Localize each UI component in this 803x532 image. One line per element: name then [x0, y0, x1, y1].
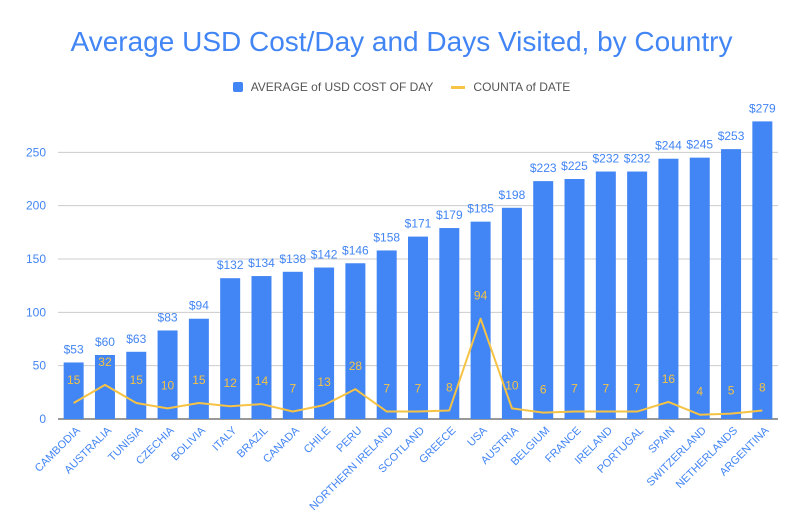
bar [752, 121, 773, 420]
line-value-label: 13 [317, 375, 331, 389]
x-tick-label: CHILE [302, 425, 333, 456]
line-value-label: 32 [98, 355, 112, 369]
x-tick-label: ITALY [210, 424, 239, 453]
legend-item-count-date: COUNTA of DATE [451, 80, 570, 94]
y-tick-label: 200 [26, 199, 46, 213]
bar [439, 228, 460, 419]
bar [94, 354, 115, 419]
bar-value-label: $253 [718, 129, 745, 143]
y-tick-label: 50 [33, 359, 47, 373]
bar [157, 330, 178, 419]
line-value-label: 7 [415, 382, 422, 396]
bar [627, 171, 648, 419]
line-value-label: 14 [255, 374, 269, 388]
bar-value-label: $225 [561, 159, 588, 173]
bar-value-label: $146 [342, 243, 369, 257]
bar-value-label: $223 [530, 161, 557, 175]
bar-value-label: $245 [686, 138, 713, 152]
bar-value-label: $63 [126, 332, 146, 346]
line-value-label: 10 [505, 378, 519, 392]
line-value-label: 15 [67, 373, 81, 387]
bar-value-label: $134 [248, 256, 275, 270]
line-value-label: 6 [540, 383, 547, 397]
chart-title: Average USD Cost/Day and Days Visited, b… [70, 26, 733, 57]
bar [220, 278, 241, 419]
bar [314, 267, 335, 419]
bar-value-label: $179 [436, 208, 463, 222]
bar-value-label: $279 [749, 101, 776, 115]
bar [595, 171, 616, 419]
bar [533, 181, 554, 419]
line-value-label: 7 [571, 382, 578, 396]
bar [658, 158, 679, 419]
x-tick-label: PERU [334, 425, 364, 455]
bar [564, 178, 585, 419]
bar [408, 236, 428, 419]
bar [376, 250, 397, 419]
bar [501, 207, 522, 419]
y-tick-label: 0 [39, 412, 46, 426]
legend-swatch-line [451, 85, 466, 89]
bar [126, 351, 147, 419]
bar [721, 149, 742, 420]
line-value-label: 12 [223, 376, 237, 390]
y-tick-label: 100 [26, 305, 46, 319]
line-value-label: 16 [662, 372, 676, 386]
bar-value-label: $60 [95, 335, 115, 349]
line-value-label: 8 [759, 380, 766, 394]
bar-value-label: $94 [189, 299, 209, 313]
bar [345, 263, 366, 419]
bar-value-label: $132 [217, 258, 244, 272]
bar-value-label: $244 [655, 139, 682, 153]
chart-legend: AVERAGE of USD COST OF DAY COUNTA of DAT… [0, 80, 803, 94]
legend-label-avg-cost: AVERAGE of USD COST OF DAY [250, 80, 434, 94]
bar [282, 271, 303, 419]
bar [689, 157, 710, 419]
legend-label-count-date: COUNTA of DATE [473, 80, 571, 94]
line-value-label: 7 [602, 382, 609, 396]
line-value-label: 15 [130, 373, 144, 387]
bar-value-label: $198 [499, 188, 526, 202]
bar-value-label: $232 [592, 152, 619, 166]
line-value-label: 28 [349, 359, 363, 373]
bar-value-label: $171 [405, 217, 432, 231]
line-value-label: 7 [634, 382, 641, 396]
line-value-label: 94 [474, 289, 488, 303]
bar [188, 318, 209, 419]
x-tick-label: BOLIVIA [169, 424, 208, 463]
legend-swatch-bar [232, 82, 243, 92]
bar-value-label: $185 [467, 202, 494, 216]
bar-value-label: $138 [279, 252, 306, 266]
line-value-label: 4 [696, 385, 703, 399]
bar-value-label: $83 [158, 310, 178, 324]
line-value-label: 15 [192, 373, 206, 387]
bar-value-label: $158 [373, 230, 400, 244]
legend-item-avg-cost: AVERAGE of USD COST OF DAY [232, 80, 434, 94]
bar [63, 362, 84, 419]
y-tick-label: 150 [26, 252, 46, 266]
bar [251, 276, 272, 419]
bar-value-label: $53 [64, 342, 84, 356]
y-tick-label: 250 [26, 145, 46, 159]
line-value-label: 7 [383, 382, 390, 396]
line-value-label: 7 [289, 382, 296, 396]
line-value-label: 10 [161, 378, 175, 392]
line-value-label: 8 [446, 380, 453, 394]
line-value-label: 5 [728, 384, 735, 398]
bar-value-label: $232 [624, 152, 651, 166]
bar-value-label: $142 [311, 248, 338, 262]
x-tick-label: USA [465, 424, 490, 449]
